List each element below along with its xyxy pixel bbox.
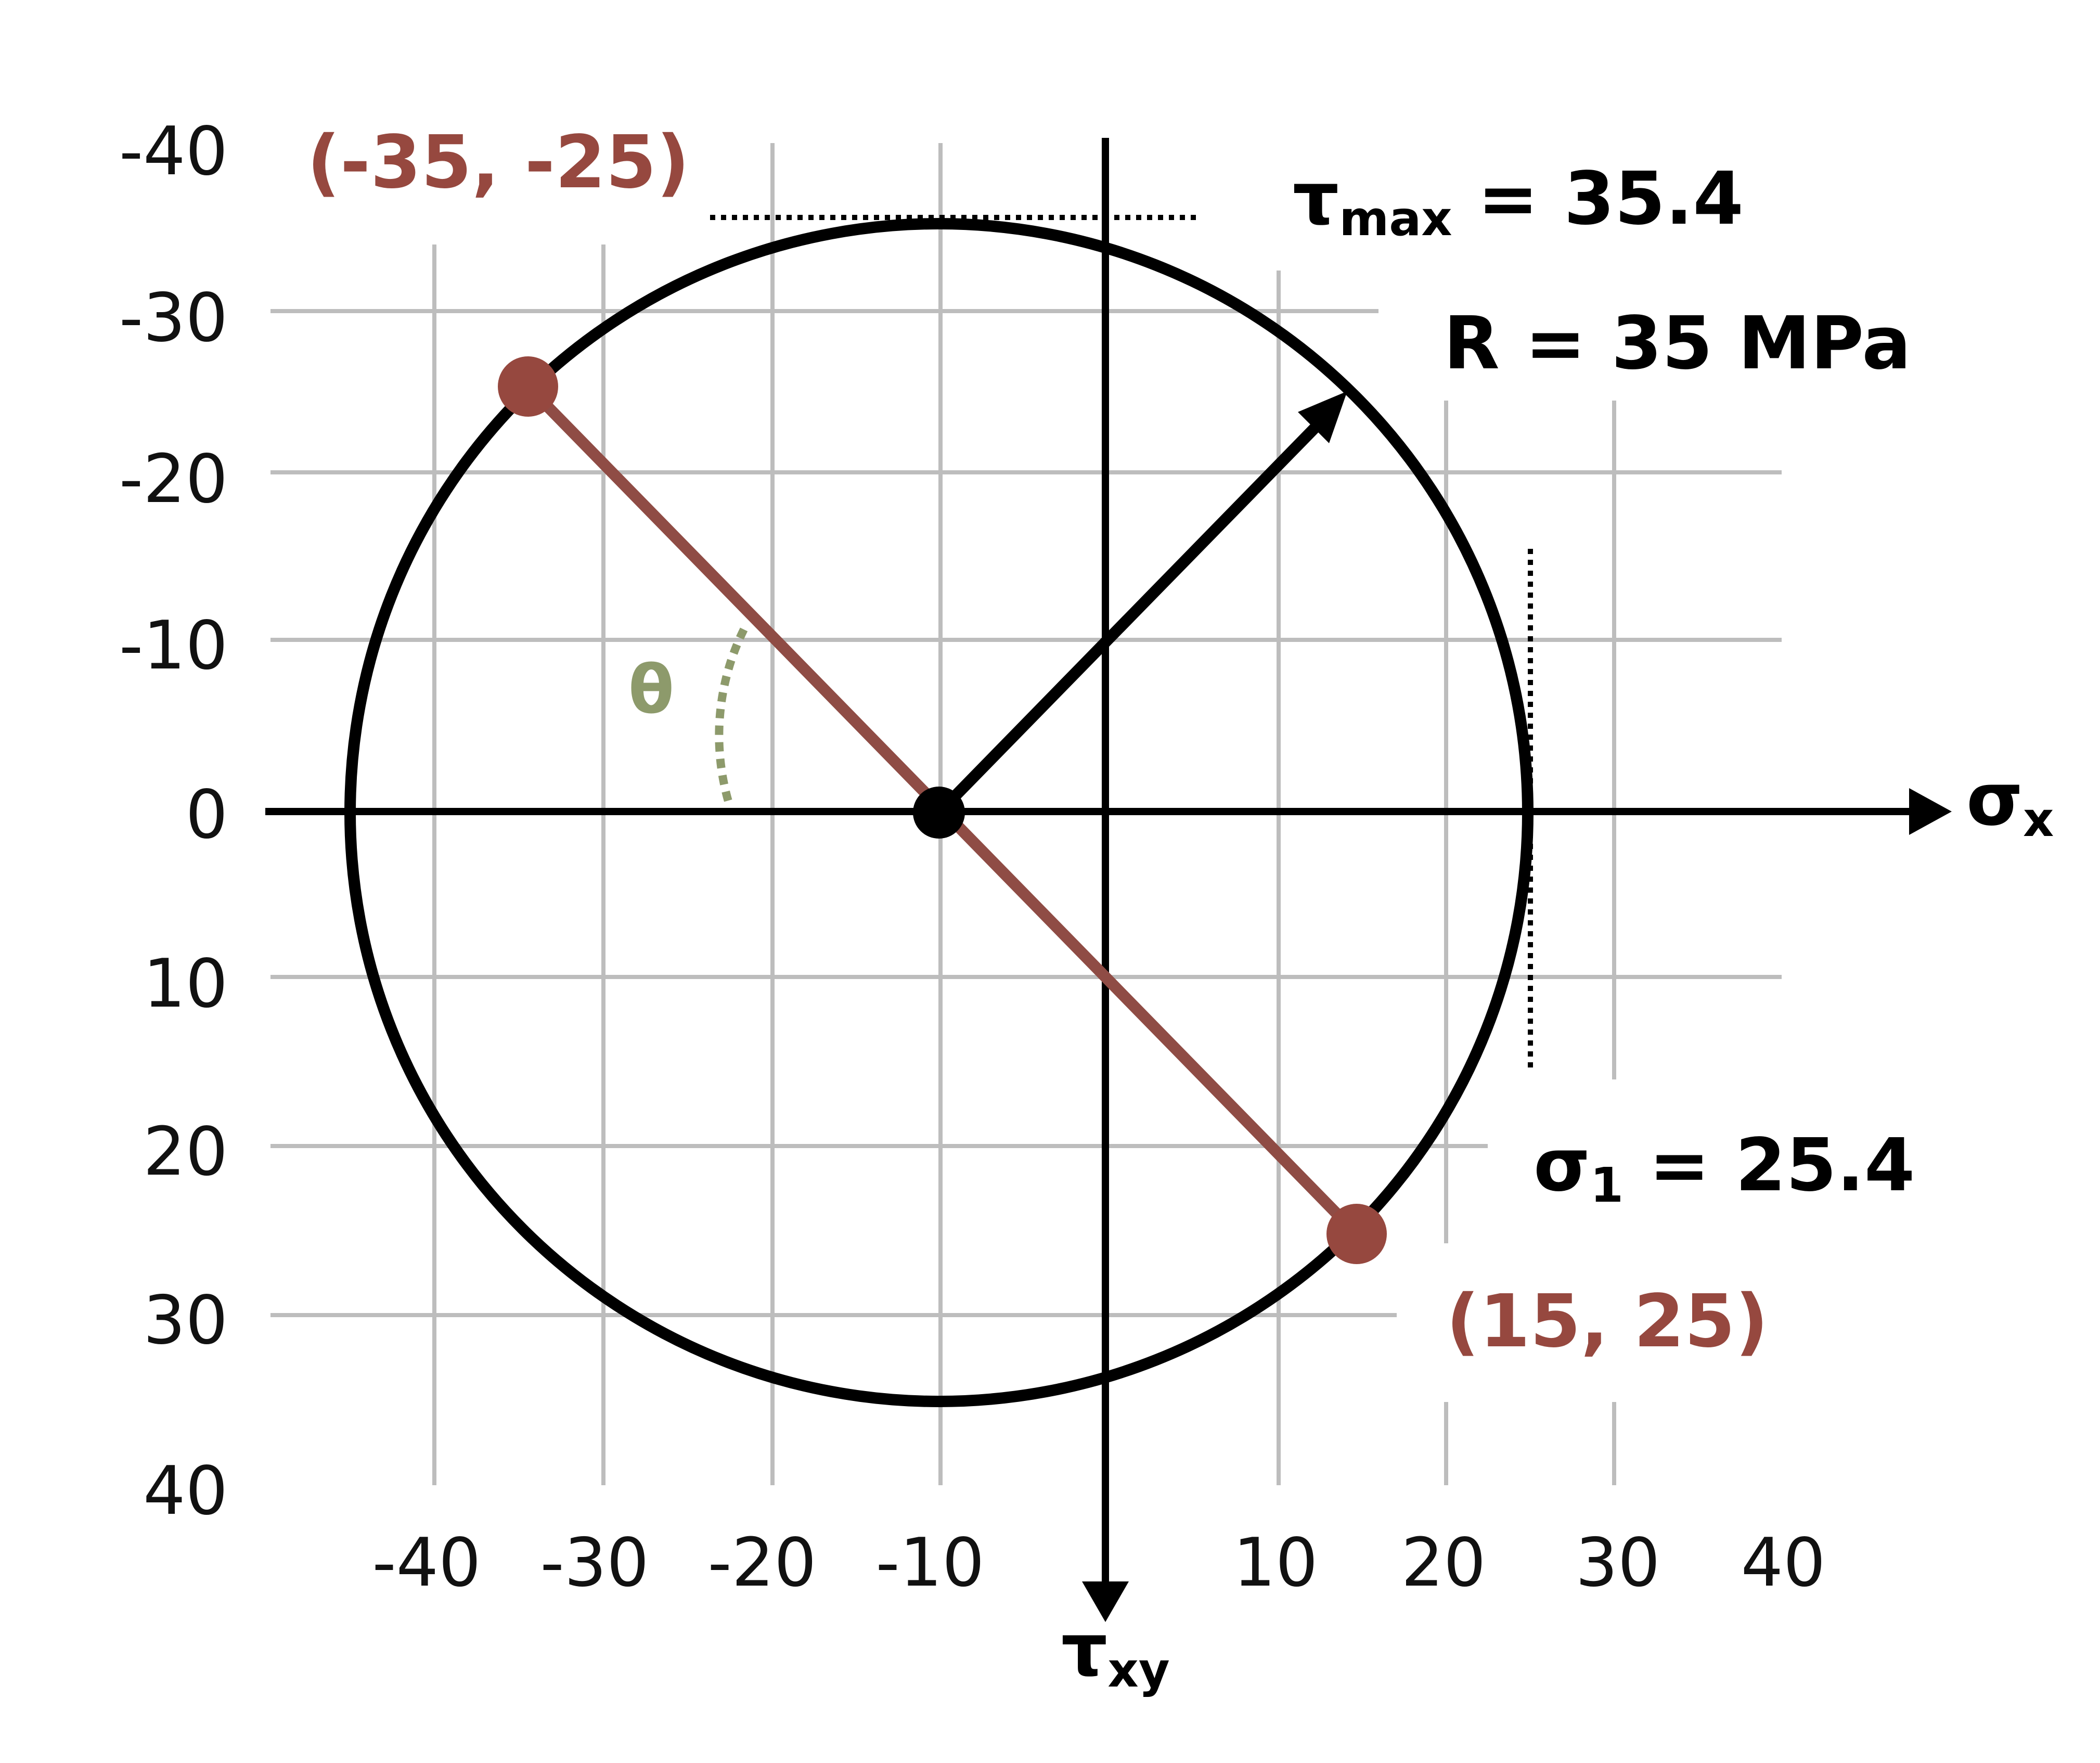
- stress-point-1: [498, 356, 558, 417]
- tau-max-symbol: τ: [1293, 157, 1339, 241]
- point-1-label: (-35, -25): [307, 120, 690, 205]
- y-tick-label: 40: [143, 1452, 228, 1530]
- x-tick-label: -40: [372, 1524, 481, 1602]
- x-tick-label: 10: [1233, 1524, 1318, 1602]
- y-tick-label: -10: [119, 607, 228, 685]
- stress-point-2: [1326, 1204, 1387, 1264]
- y-tick-label: -20: [119, 441, 228, 518]
- x-tick-label: -30: [540, 1524, 649, 1602]
- tau-xy-axis-arrowhead: [1082, 1581, 1129, 1622]
- sigma-x-axis-label: σx: [1966, 757, 2054, 847]
- sigma-x-axis-arrowhead: [1909, 788, 1952, 835]
- x-tick-label: 30: [1576, 1524, 1660, 1602]
- mohr-circle: [344, 218, 1534, 1407]
- y-tick-labels: -40 -30 -20 -10 0 10 20 30 40: [119, 113, 228, 1530]
- sigma-x-symbol: σ: [1966, 757, 2023, 842]
- y-tick-label: -40: [119, 113, 228, 190]
- theta-label: θ: [628, 651, 674, 729]
- sigma-1-value: = 25.4: [1624, 1123, 1915, 1208]
- radius-arrow: [935, 422, 1320, 817]
- sigma-1-symbol: σ: [1534, 1123, 1590, 1208]
- tau-xy-symbol: τ: [1061, 1608, 1107, 1693]
- tau-xy-axis-label: τxy: [1061, 1608, 1170, 1698]
- y-tick-label: 30: [143, 1282, 228, 1359]
- y-tick-label: 10: [143, 945, 228, 1023]
- sigma-x-subscript: x: [2023, 792, 2054, 847]
- x-tick-label: 20: [1401, 1524, 1486, 1602]
- x-tick-label: 40: [1741, 1524, 1826, 1602]
- sigma-1-subscript: 1: [1590, 1157, 1624, 1213]
- tau-max-value: = 35.4: [1452, 157, 1744, 241]
- x-tick-label: -20: [707, 1524, 816, 1602]
- center-point: [913, 787, 965, 839]
- y-tick-label: 20: [143, 1113, 228, 1191]
- x-tick-labels: -40 -30 -20 -10 10 20 30 40: [372, 1524, 1825, 1602]
- point-2-label: (15, 25): [1446, 1279, 1769, 1364]
- x-tick-label: -10: [875, 1524, 984, 1602]
- y-tick-label: 0: [186, 776, 228, 854]
- tau-max-subscript: max: [1339, 191, 1452, 247]
- radius-label: R = 35 MPa: [1444, 301, 1911, 386]
- tau-xy-subscript: xy: [1107, 1642, 1169, 1698]
- tau-max-label: τmax = 35.4: [1293, 157, 1744, 247]
- radius-arrowhead: [1298, 391, 1347, 443]
- y-tick-label: -30: [119, 279, 228, 357]
- theta-angle-arc: [715, 627, 748, 803]
- sigma-1-label: σ1 = 25.4: [1534, 1123, 1915, 1213]
